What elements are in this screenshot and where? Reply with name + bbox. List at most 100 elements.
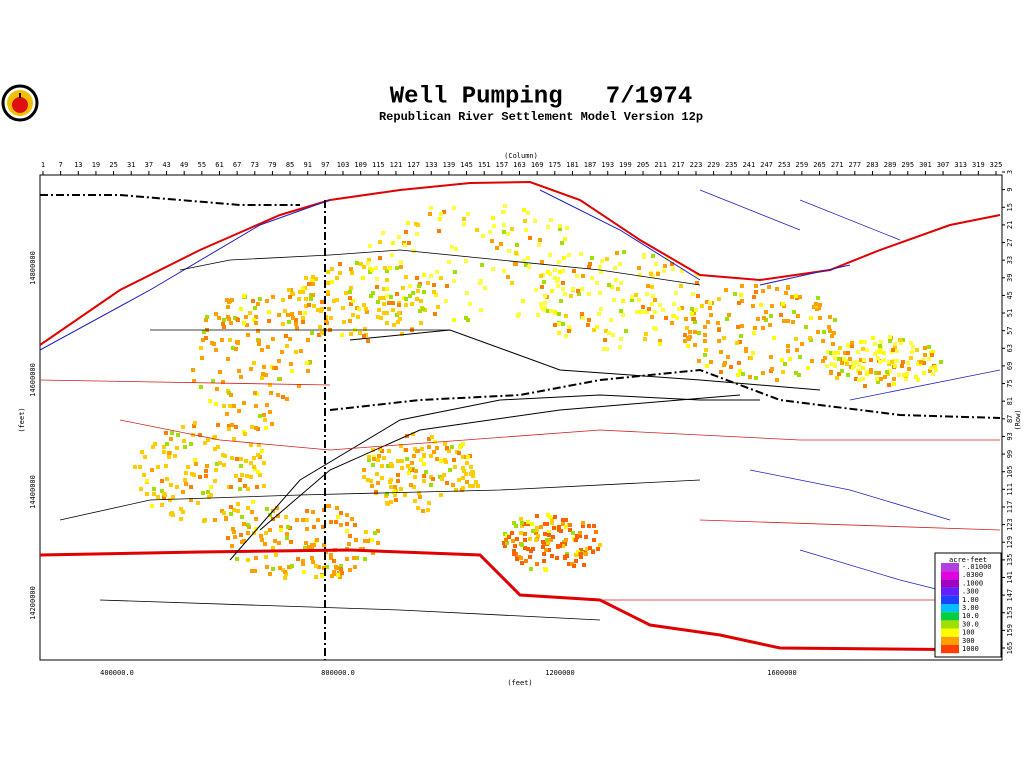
pumping-cell [611,333,615,337]
pumping-cell [887,360,891,364]
pumping-cell [140,450,144,454]
pumping-cell [664,316,668,320]
pumping-cell [891,348,895,352]
pumping-cell [145,492,149,496]
pumping-cell [804,325,808,329]
pumping-cell [222,511,226,515]
pumping-cell [738,369,742,373]
pumping-cell [524,263,528,267]
pumping-cell [298,290,302,294]
pumping-cell [888,369,892,373]
pumping-cell [735,341,739,345]
pumping-cell [690,312,694,316]
pumping-cell [208,399,212,403]
pumping-cell [222,318,226,322]
pumping-cell [376,481,380,485]
pumping-cell [376,300,380,304]
pumping-cell [857,363,861,367]
legend-label: .0300 [962,571,983,579]
pumping-cell [279,525,283,529]
pumping-cell [619,309,623,313]
pumping-cell [301,320,305,324]
pumping-cell [294,322,298,326]
pumping-cell [184,482,188,486]
pumping-cell [706,320,710,324]
pumping-cell [522,259,526,263]
pumping-cell [653,310,657,314]
pumping-cell [523,546,527,550]
pumping-cell [536,534,540,538]
pumping-cell [330,267,334,271]
pumping-cell [647,307,651,311]
pumping-cell [842,357,846,361]
pumping-cell [215,462,219,466]
pumping-cell [397,311,401,315]
pumping-cell [542,280,546,284]
legend-label: 10.0 [962,612,979,620]
pumping-cell [464,259,468,263]
pumping-cell [420,447,424,451]
pumping-cell [213,447,217,451]
pumping-cell [426,508,430,512]
pumping-cell [915,348,919,352]
pumping-cell [332,559,336,563]
pumping-cell [825,364,829,368]
pumping-cell [641,305,645,309]
pumping-cell [546,541,550,545]
pumping-cell [305,509,309,513]
pumping-cell [413,475,417,479]
pumping-cell [165,477,169,481]
pumping-cell [179,517,183,521]
row-tick-label: 141 [1006,571,1014,584]
pumping-cell [444,460,448,464]
pumping-cell [591,550,595,554]
pumping-cell [250,510,254,514]
pumping-cell [336,573,340,577]
pumping-cell [363,539,367,543]
pumping-cell [928,369,932,373]
pumping-cell [744,349,748,353]
pumping-cell [722,336,726,340]
pumping-cell [317,565,321,569]
pumping-cell [828,315,832,319]
pumping-cell [264,426,268,430]
pumping-cell [684,317,688,321]
pumping-cell [296,557,300,561]
row-tick-label: 27 [1006,238,1014,246]
pumping-cell [284,515,288,519]
pumping-cell [595,281,599,285]
pumping-cell [239,533,243,537]
pumping-cell [164,464,168,468]
pumping-cell [462,217,466,221]
pumping-cell [465,291,469,295]
pumping-cell [160,489,164,493]
pumping-cell [412,485,416,489]
pumping-cell [671,267,675,271]
pumping-cell [415,232,419,236]
column-tick-label: 277 [848,161,861,169]
pumping-cell [580,287,584,291]
pumping-cell [314,564,318,568]
pumping-cell [752,331,756,335]
pumping-cell [775,287,779,291]
pumping-cell [233,535,237,539]
pumping-cell [688,335,692,339]
pumping-cell [404,230,408,234]
legend-title: acre-feet [949,556,987,564]
pumping-cell [419,458,423,462]
pumping-cell [254,315,258,319]
column-tick-label: 319 [972,161,985,169]
pumping-cell [322,543,326,547]
pumping-cell [574,538,578,542]
pumping-cell [374,490,378,494]
pumping-cell [167,451,171,455]
pumping-cell [797,373,801,377]
pumping-cell [395,266,399,270]
pumping-cell [469,465,473,469]
pumping-cell [182,439,186,443]
pumping-cell [727,313,731,317]
pumping-cell [221,322,225,326]
pumping-cell [775,378,779,382]
column-tick-label: 241 [743,161,756,169]
pumping-cell [305,527,309,531]
